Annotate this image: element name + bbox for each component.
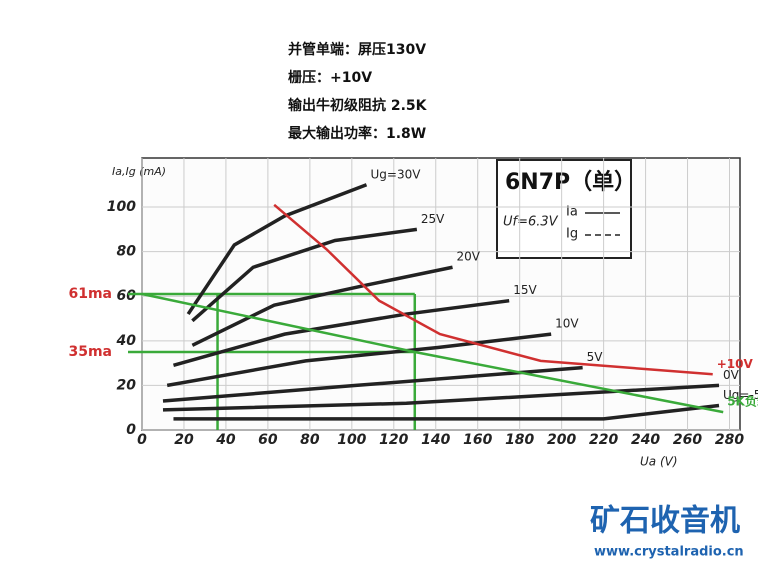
x-tick-label: 220 xyxy=(589,432,618,448)
curve-label: +10V xyxy=(717,357,754,371)
curve-label: 5V xyxy=(587,350,604,364)
x-tick-label: 260 xyxy=(673,432,702,448)
x-tick-label: 120 xyxy=(379,432,408,448)
watermark: 矿石收音机 xyxy=(590,504,740,539)
curve-label: 0V xyxy=(723,368,740,382)
curve xyxy=(191,227,418,323)
y-tick-label: 0 xyxy=(126,422,136,438)
y-tick-label: 80 xyxy=(117,244,137,260)
x-tick-label: 40 xyxy=(215,432,236,448)
curve xyxy=(191,265,453,347)
header-line: 输出牛初级阻抗 2.5K xyxy=(288,97,428,114)
plot: 0 20 40 60 80 100 120 140 160 180 200 220 240 260 2800… xyxy=(68,158,758,448)
x-tick-label: 240 xyxy=(631,432,660,448)
x-tick-label: 60 xyxy=(258,432,278,448)
watermark-url: www.crystalradio.cn xyxy=(594,545,744,560)
legend-label: Uf=6.3V xyxy=(503,215,559,230)
x-tick-label: 180 xyxy=(505,432,534,448)
curve-label: Ug=30V xyxy=(371,167,422,181)
legend-label: Ia xyxy=(566,205,578,220)
x-tick-label: 280 xyxy=(715,432,744,448)
curve xyxy=(162,365,583,403)
y-axis-label: Ia,Ig (mA) xyxy=(112,165,166,178)
y-tick-label: 20 xyxy=(117,377,137,393)
curve-label: 15V xyxy=(513,283,537,297)
curve xyxy=(166,332,552,388)
curve xyxy=(173,298,510,368)
y-tick-label: 60 xyxy=(117,288,137,304)
legend-label: Ig xyxy=(566,227,578,242)
y-tick-label: 40 xyxy=(116,333,137,349)
x-tick-label: 0 xyxy=(137,432,147,448)
x-tick-label: 100 xyxy=(337,432,366,448)
guide-label: 35ma xyxy=(68,344,112,360)
y-tick-label: 100 xyxy=(107,199,136,215)
curve-label: 5K负载线 xyxy=(727,394,758,409)
x-tick-label: 20 xyxy=(174,432,194,448)
header-line: 最大输出功率：1.8W xyxy=(288,125,426,142)
curve xyxy=(273,203,713,376)
curve-label: 25V xyxy=(421,212,445,226)
x-tick-label: 140 xyxy=(421,432,450,448)
curve xyxy=(173,403,720,421)
curve-label: 20V xyxy=(457,250,481,264)
header-line: 栅压：+10V xyxy=(288,70,372,86)
x-tick-label: 80 xyxy=(300,432,320,448)
guide-label: 61ma xyxy=(68,286,112,302)
curve-label: Ug=-5V xyxy=(723,388,758,402)
curve-label: 10V xyxy=(555,317,579,331)
x-tick-label: 160 xyxy=(463,432,492,448)
curve xyxy=(186,183,368,316)
header-line: 并管单端：屏压130V xyxy=(288,41,426,58)
x-axis-label: Ua (V) xyxy=(640,455,678,469)
curve xyxy=(141,292,724,414)
x-tick-label: 200 xyxy=(547,432,576,448)
chart-title: 6N7P（单） xyxy=(505,170,636,195)
